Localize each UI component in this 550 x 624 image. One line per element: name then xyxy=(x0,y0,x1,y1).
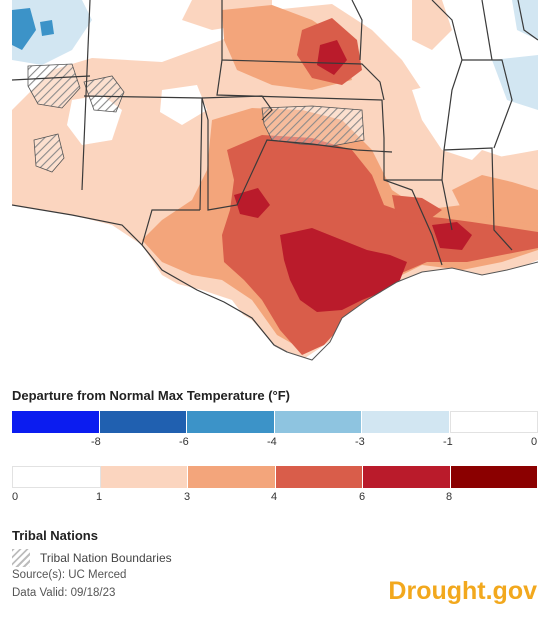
legend-swatch-above-3 xyxy=(188,466,276,488)
tribal-nations-title: Tribal Nations xyxy=(12,528,98,543)
state-boundaries xyxy=(12,0,538,353)
legend-swatch-above-8 xyxy=(450,466,538,488)
warm-6-8-zone xyxy=(234,40,472,312)
source-text: Source(s): UC Merced xyxy=(12,569,127,581)
legend-tick-label: -4 xyxy=(267,436,277,448)
tribal-hatch-swatch xyxy=(12,549,30,567)
normal-zone xyxy=(67,80,492,160)
legend-swatch-above-6 xyxy=(363,466,451,488)
legend-tick-label: 8 xyxy=(446,491,453,503)
legend-tick-label: 4 xyxy=(271,491,278,503)
legend-tick-label: -3 xyxy=(355,436,365,448)
below-normal-tick-labels: -8 -6 -4 -3 -1 0 xyxy=(12,436,538,452)
data-valid-text: Data Valid: 09/18/23 xyxy=(12,587,116,599)
legend-tick-label: 6 xyxy=(359,491,366,503)
legend-swatch-below-1 xyxy=(362,411,450,433)
tribal-nation-areas xyxy=(27,63,365,173)
legend-swatch-below-4 xyxy=(187,411,275,433)
drought-gov-logo[interactable]: Drought.gov xyxy=(388,577,537,605)
legend-swatch-below-3 xyxy=(274,411,362,433)
legend-tick-label: -1 xyxy=(443,436,453,448)
legend-title: Departure from Normal Max Temperature (°… xyxy=(12,388,291,403)
legend-tick-label: -8 xyxy=(91,436,101,448)
below-normal-color-bar xyxy=(12,411,538,433)
legend-swatch-below-8 xyxy=(12,411,100,433)
gulf-of-mexico xyxy=(272,262,538,368)
cool-4-6-zone xyxy=(12,8,54,50)
legend-swatch-normal-warm xyxy=(12,466,101,488)
above-normal-tick-labels: 0 1 3 4 6 8 xyxy=(12,491,538,507)
temperature-departure-map xyxy=(12,0,538,368)
legend-tick-label: 3 xyxy=(184,491,191,503)
gulf-coastline xyxy=(273,261,538,361)
legend-tick-label: 1 xyxy=(96,491,103,503)
legend-swatch-normal-cool xyxy=(449,411,538,433)
tribal-boundaries-label: Tribal Nation Boundaries xyxy=(40,551,172,565)
legend-tick-label: 0 xyxy=(12,491,19,503)
legend-tick-label: -6 xyxy=(179,436,189,448)
legend-tick-label: 0 xyxy=(531,436,538,448)
legend-swatch-below-6 xyxy=(99,411,187,433)
legend-swatch-above-1 xyxy=(100,466,188,488)
above-normal-color-bar xyxy=(12,466,538,488)
mexico xyxy=(12,205,282,368)
legend-swatch-above-4 xyxy=(275,466,363,488)
